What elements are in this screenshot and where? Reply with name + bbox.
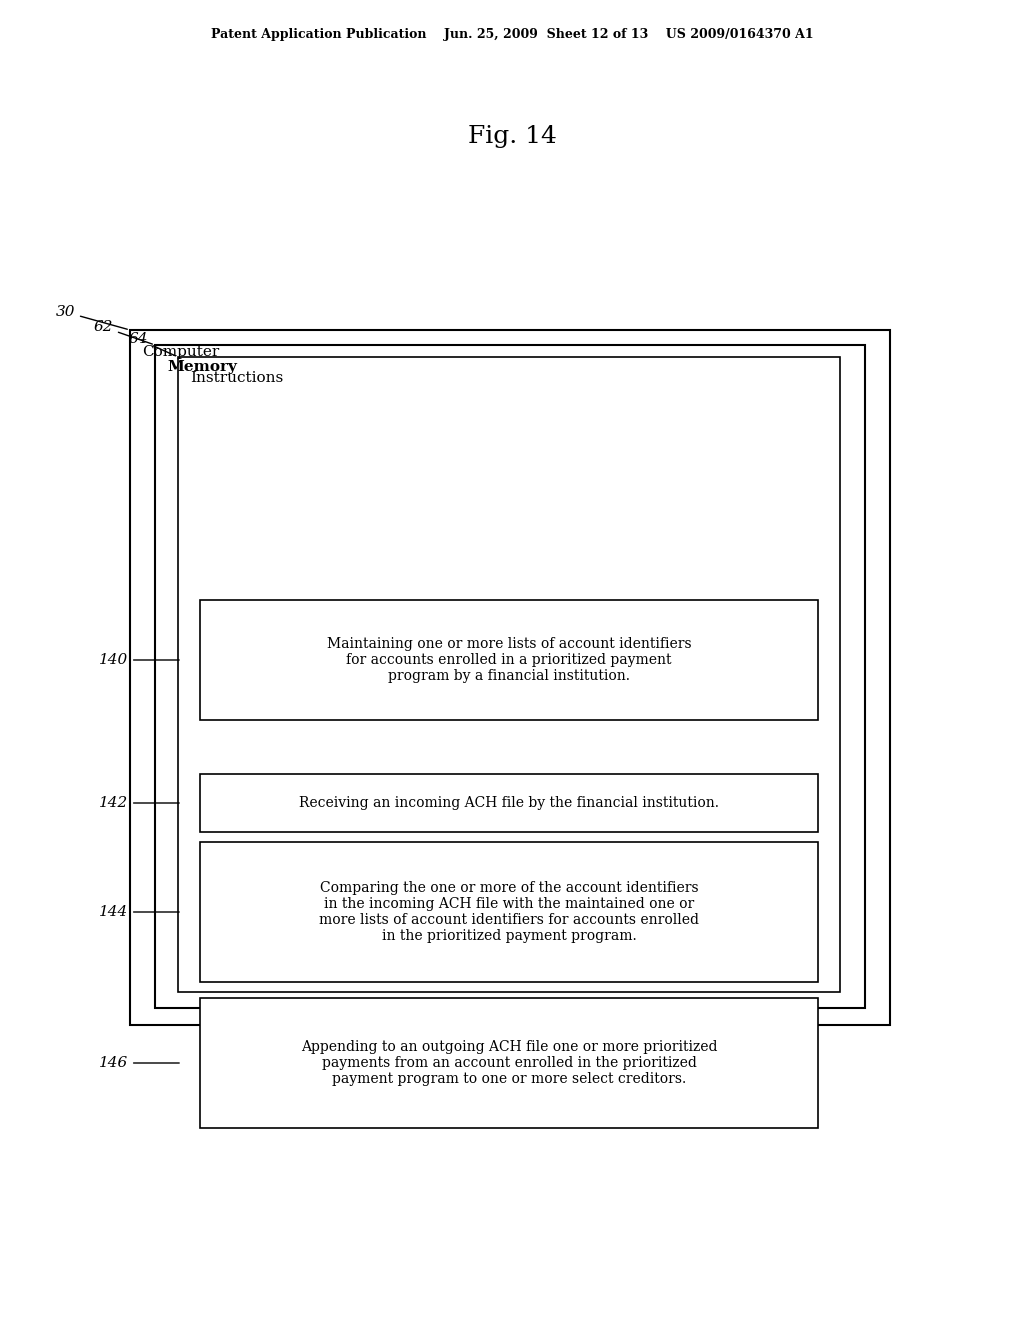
Text: 62: 62 [93,319,153,345]
Text: Instructions: Instructions [190,371,284,385]
Text: 30: 30 [55,305,127,329]
Text: 144: 144 [98,906,179,919]
Text: Memory: Memory [167,360,237,374]
Text: Appending to an outgoing ACH file one or more prioritized
payments from an accou: Appending to an outgoing ACH file one or… [301,1040,717,1086]
Text: 142: 142 [98,796,179,810]
FancyBboxPatch shape [200,601,818,719]
FancyBboxPatch shape [200,842,818,982]
FancyBboxPatch shape [178,356,840,993]
FancyBboxPatch shape [155,345,865,1008]
Text: Receiving an incoming ACH file by the financial institution.: Receiving an incoming ACH file by the fi… [299,796,719,810]
FancyBboxPatch shape [200,774,818,832]
Text: Fig. 14: Fig. 14 [468,125,556,148]
Text: Maintaining one or more lists of account identifiers
for accounts enrolled in a : Maintaining one or more lists of account… [327,636,691,684]
FancyBboxPatch shape [130,330,890,1026]
Text: 64: 64 [128,333,175,356]
Text: Comparing the one or more of the account identifiers
in the incoming ACH file wi: Comparing the one or more of the account… [319,880,699,944]
Text: 146: 146 [98,1056,179,1071]
Text: Patent Application Publication    Jun. 25, 2009  Sheet 12 of 13    US 2009/01643: Patent Application Publication Jun. 25, … [211,28,813,41]
FancyBboxPatch shape [200,998,818,1129]
Text: Computer: Computer [142,345,219,359]
Text: 140: 140 [98,653,179,667]
